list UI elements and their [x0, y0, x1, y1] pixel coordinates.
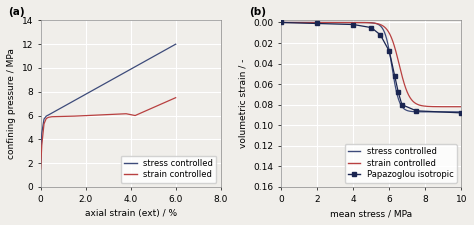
- Text: (b): (b): [249, 7, 266, 17]
- X-axis label: axial strain (ext) / %: axial strain (ext) / %: [84, 209, 177, 218]
- Text: (a): (a): [8, 7, 25, 17]
- Legend: stress controlled, strain controlled: stress controlled, strain controlled: [121, 155, 217, 183]
- X-axis label: mean stress / MPa: mean stress / MPa: [330, 209, 412, 218]
- Legend: stress controlled, strain controlled, Papazoglou isotropic: stress controlled, strain controlled, Pa…: [345, 144, 457, 183]
- Y-axis label: volumetric strain / -: volumetric strain / -: [239, 59, 248, 148]
- Y-axis label: confining pressure / MPa: confining pressure / MPa: [7, 48, 16, 159]
